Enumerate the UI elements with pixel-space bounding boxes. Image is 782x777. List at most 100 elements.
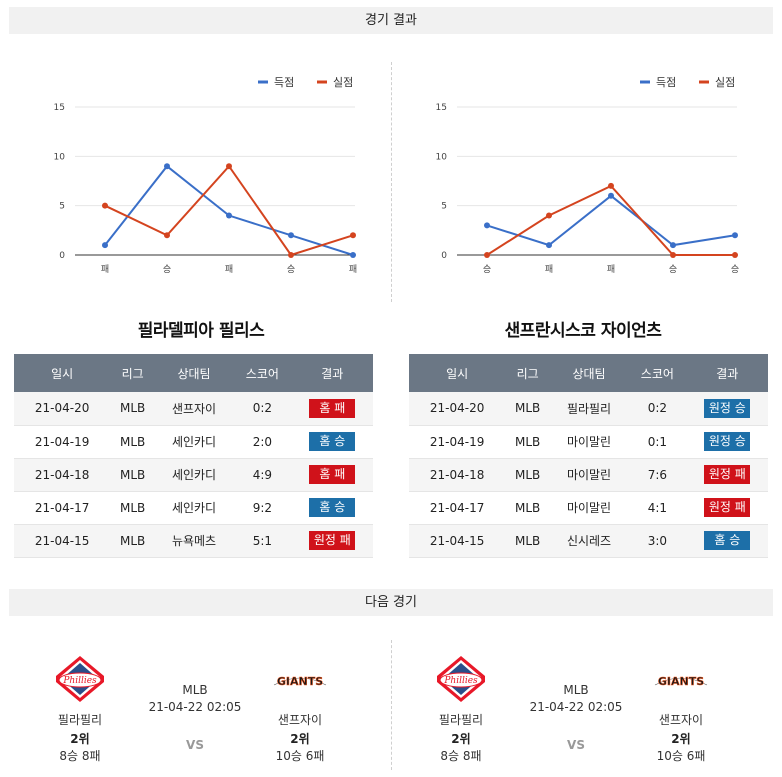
cell-league: MLB — [505, 425, 550, 459]
left-team-chart: 0 5 10 15 패 승 패 승 패 득점 실점 — [28, 60, 388, 280]
result-badge: 원정 승 — [704, 432, 751, 451]
giants-logo-icon: GIANTS — [654, 675, 708, 688]
y-tick-label: 0 — [441, 251, 447, 261]
table-row: 21-04-19 MLB 세인카디 2:0 홈 승 — [14, 425, 373, 459]
x-tick-label: 승 — [483, 264, 491, 275]
col-header-league: 리그 — [505, 354, 550, 392]
cell-league: MLB — [110, 458, 155, 492]
cell-score: 0:1 — [628, 425, 687, 459]
y-tick-label: 10 — [54, 152, 66, 162]
table-row: 21-04-20 MLB 필라필리 0:2 원정 승 — [409, 392, 768, 426]
col-header-score: 스코어 — [233, 354, 292, 392]
cell-score: 9:2 — [233, 491, 292, 525]
x-tick-label: 패 — [225, 264, 233, 275]
phillies-logo-text: Phillies — [443, 676, 478, 686]
cell-opponent: 세인카디 — [154, 425, 234, 459]
next-match-card: Phillies 필라필리 2위 8승 8패 MLB 21-04-22 02:0… — [35, 655, 365, 770]
y-tick-label: 10 — [436, 152, 448, 162]
away-team-rank: 2위 — [290, 732, 310, 746]
home-team: Phillies 필라필리 2위 8승 8패 — [35, 655, 125, 764]
result-badge: 원정 패 — [704, 498, 751, 517]
home-team-record: 8승 8패 — [59, 749, 101, 763]
cell-score: 3:0 — [628, 524, 687, 558]
result-badge: 원정 패 — [309, 531, 356, 550]
x-tick-label: 승 — [287, 264, 295, 275]
data-point-allowed — [670, 252, 676, 258]
phillies-logo-text: Phillies — [62, 676, 97, 686]
col-header-result: 결과 — [686, 354, 768, 392]
result-badge: 홈 패 — [309, 465, 356, 484]
col-header-date: 일시 — [14, 354, 111, 392]
cell-score: 7:6 — [628, 458, 687, 492]
cell-date: 21-04-19 — [14, 425, 111, 459]
x-tick-label: 패 — [349, 264, 357, 275]
results-section-header: 경기 결과 — [9, 7, 773, 34]
cell-date: 21-04-17 — [409, 491, 506, 525]
away-team-name: 샌프자이 — [277, 713, 323, 727]
cell-result: 홈 패 — [291, 458, 373, 492]
cell-opponent: 뉴욕메츠 — [154, 524, 234, 558]
table-row: 21-04-15 MLB 신시레즈 3:0 홈 승 — [409, 524, 768, 558]
match-datetime: 21-04-22 02:05 — [529, 700, 623, 714]
home-team: Phillies 필라필리 2위 8승 8패 — [416, 655, 506, 764]
cell-league: MLB — [110, 524, 155, 558]
line-chart: 0 5 10 15 패 승 패 승 패 득점 실점 — [54, 76, 358, 275]
table-row: 21-04-19 MLB 마이말린 0:1 원정 승 — [409, 425, 768, 459]
cell-date: 21-04-20 — [409, 392, 506, 426]
series-line-allowed — [104, 164, 354, 257]
cell-date: 21-04-17 — [14, 491, 111, 525]
giants-logo-text: GIANTS — [277, 675, 323, 688]
home-team-name: 필라필리 — [438, 713, 484, 727]
result-badge: 홈 승 — [704, 531, 751, 550]
y-tick-label: 0 — [59, 251, 65, 261]
table-row: 21-04-17 MLB 마이말린 4:1 원정 패 — [409, 491, 768, 525]
away-team: GIANTS 샌프자이 2위 10승 6패 — [636, 655, 726, 764]
cell-score: 0:2 — [233, 392, 292, 426]
cell-date: 21-04-18 — [14, 458, 111, 492]
col-header-opponent: 상대팀 — [154, 354, 234, 392]
cell-opponent: 세인카디 — [154, 458, 234, 492]
series-line-scored — [104, 164, 354, 256]
y-tick-label: 15 — [54, 103, 65, 113]
cell-result: 홈 승 — [291, 425, 373, 459]
home-team-rank: 2위 — [451, 732, 471, 746]
cell-result: 원정 승 — [686, 425, 768, 459]
x-tick-label: 승 — [669, 264, 677, 275]
cell-result: 원정 승 — [686, 392, 768, 426]
result-badge: 원정 승 — [704, 398, 751, 418]
cell-opponent: 마이말린 — [549, 458, 629, 492]
data-point-scored — [546, 242, 552, 249]
away-team-name: 샌프자이 — [658, 713, 704, 727]
away-team-record: 10승 6패 — [275, 749, 325, 763]
cell-league: MLB — [505, 392, 550, 426]
match-info: MLB 21-04-22 02:05 VS — [516, 683, 636, 752]
divider — [391, 640, 392, 770]
table-row: 21-04-20 MLB 샌프자이 0:2 홈 패 — [14, 392, 373, 426]
phillies-logo-icon: Phillies — [437, 656, 485, 702]
y-tick-label: 5 — [59, 202, 65, 212]
data-point-scored — [102, 242, 108, 249]
cell-league: MLB — [505, 458, 550, 492]
data-point-scored — [670, 242, 676, 249]
result-badge: 홈 패 — [309, 398, 356, 418]
data-point-scored — [164, 163, 170, 170]
table-row: 21-04-18 MLB 마이말린 7:6 원정 패 — [409, 458, 768, 492]
cell-score: 5:1 — [233, 524, 292, 558]
cell-league: MLB — [110, 491, 155, 525]
cell-result: 원정 패 — [686, 458, 768, 492]
cell-date: 21-04-15 — [14, 524, 111, 558]
next-match-card: Phillies 필라필리 2위 8승 8패 MLB 21-04-22 02:0… — [416, 655, 746, 770]
cell-result: 홈 패 — [291, 392, 373, 426]
data-point-allowed — [350, 232, 356, 239]
cell-opponent: 샌프자이 — [154, 392, 234, 426]
giants-logo-text: GIANTS — [658, 675, 704, 688]
match-league: MLB — [182, 683, 208, 697]
match-datetime: 21-04-22 02:05 — [148, 700, 242, 714]
data-point-allowed — [226, 163, 232, 170]
x-tick-label: 승 — [731, 264, 739, 275]
home-team-rank: 2위 — [70, 732, 90, 746]
cell-opponent: 필라필리 — [549, 392, 629, 426]
team-title: 필라델피아 필리스 — [137, 321, 265, 341]
y-tick-label: 15 — [436, 103, 447, 113]
data-point-scored — [226, 212, 232, 219]
